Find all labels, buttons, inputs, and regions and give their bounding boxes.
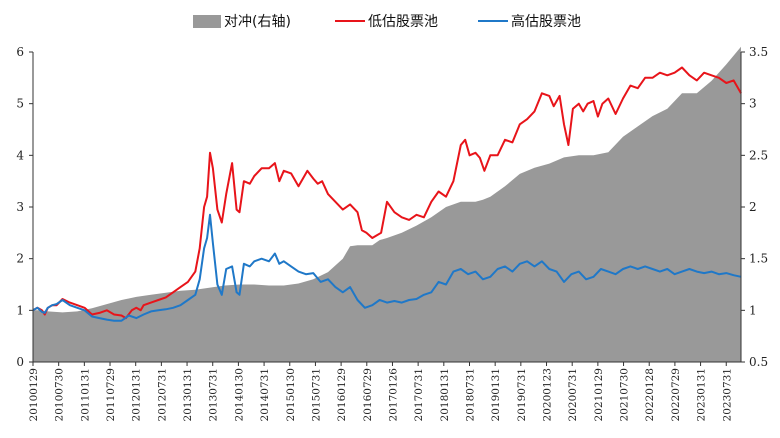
x-tick-label: 20180131	[439, 368, 451, 421]
x-tick-label: 20160129	[336, 368, 348, 421]
plot-area	[32, 46, 742, 363]
legend-label-low: 低估股票池	[368, 14, 438, 30]
series-hedge-area	[33, 46, 741, 363]
x-tick-label: 20150130	[285, 368, 297, 421]
x-tick-label: 20220729	[670, 368, 682, 421]
series-high-valuation-line	[32, 213, 742, 322]
x-tick-label: 20210730	[619, 368, 631, 421]
x-tick-label: 20110131	[79, 368, 91, 421]
left-tick-label: 1	[16, 303, 24, 317]
x-tick-label: 20120131	[131, 368, 143, 421]
x-tick-label: 20140130	[233, 368, 245, 421]
series-low-valuation-line	[32, 66, 742, 320]
x-tick-label: 20220128	[644, 368, 656, 421]
x-tick-label: 20120731	[156, 368, 168, 421]
x-tick-label: 20130131	[182, 368, 194, 421]
x-tick-label: 20130731	[208, 368, 220, 421]
right-tick-label: 3.5	[749, 45, 768, 59]
x-tick-label: 20200731	[567, 368, 579, 421]
right-tick-label: 2.5	[749, 148, 768, 162]
right-y-ticks: 0.5 1 1.5 2 2.5 3 3.5	[741, 45, 768, 369]
left-tick-label: 0	[16, 355, 24, 369]
x-tick-label: 20230731	[721, 368, 733, 421]
line-layer	[32, 66, 742, 322]
x-ticks: 20100129 20100730 20110131 20110729 20120131…	[28, 362, 733, 421]
left-y-ticks: 0 1 2 3 4 5 6	[16, 45, 33, 369]
right-tick-label: 0.5	[749, 355, 768, 369]
x-tick-label: 20150731	[310, 368, 322, 421]
legend-swatch-hedge	[193, 15, 221, 28]
left-tick-label: 3	[16, 200, 24, 214]
x-tick-label: 20180731	[464, 368, 476, 421]
left-tick-label: 4	[16, 148, 24, 162]
x-tick-label: 20170126	[387, 368, 399, 422]
x-tick-label: 20100129	[28, 368, 40, 421]
legend-label-high: 高估股票池	[511, 13, 581, 30]
x-tick-label: 20100730	[54, 368, 66, 421]
x-tick-label: 20190731	[516, 368, 528, 421]
x-tick-label: 20190131	[490, 368, 502, 421]
right-tick-label: 1.5	[749, 252, 768, 266]
right-tick-label: 3	[749, 97, 757, 111]
x-tick-label: 20230131	[696, 368, 708, 421]
right-tick-label: 2	[749, 200, 757, 214]
x-tick-label: 20210129	[593, 368, 605, 421]
x-tick-label: 20200123	[542, 368, 554, 421]
left-tick-label: 2	[16, 252, 24, 266]
legend: 对冲(右轴) 低估股票池 高估股票池	[193, 13, 581, 30]
legend-label-hedge: 对冲(右轴)	[224, 14, 291, 30]
x-tick-label: 20110729	[105, 368, 117, 421]
hedge-area-layer	[33, 46, 741, 363]
left-tick-label: 5	[16, 97, 24, 111]
x-tick-label: 20160729	[362, 368, 374, 421]
left-tick-label: 6	[16, 45, 24, 59]
right-tick-label: 1	[749, 303, 757, 317]
x-tick-label: 20170731	[413, 368, 425, 421]
x-tick-label: 20140731	[259, 368, 271, 421]
